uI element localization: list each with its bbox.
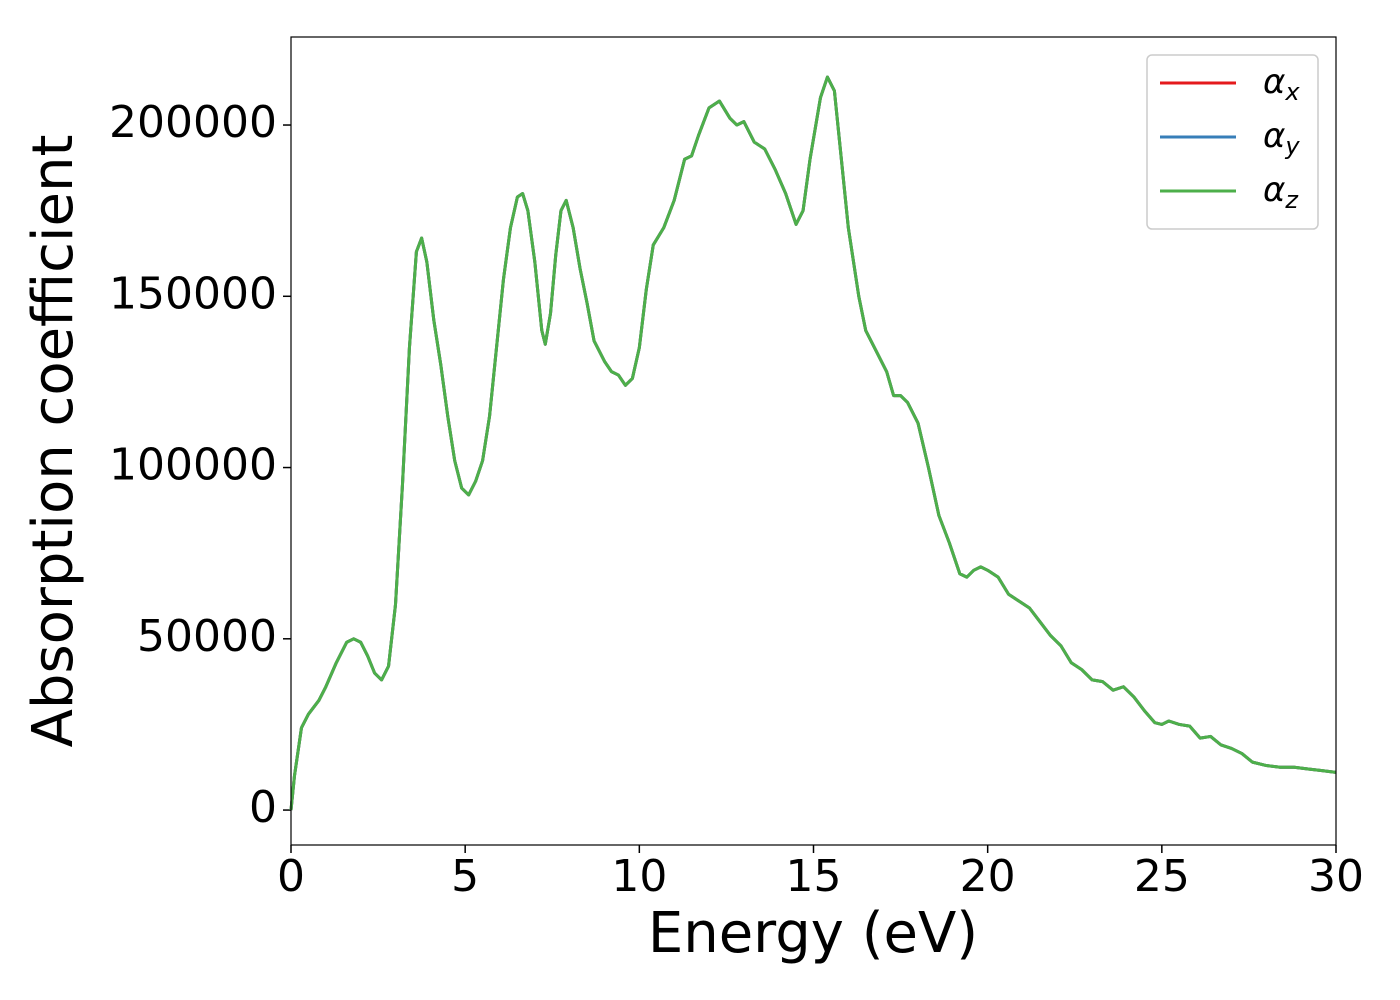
x-tick-label: 30 (1308, 851, 1364, 902)
legend-label: αz (1263, 170, 1299, 215)
x-tick-label: 0 (277, 851, 305, 902)
x-tick-label: 20 (960, 851, 1016, 902)
legend-box (1146, 54, 1319, 230)
y-tick-label: 0 (249, 782, 277, 833)
legend-label: αy (1263, 116, 1300, 161)
y-tick-label: 50000 (137, 611, 277, 662)
series-line (289, 75, 1337, 811)
x-tick-label: 5 (451, 851, 479, 902)
x-tick-label: 25 (1134, 851, 1190, 902)
x-axis-label: Energy (eV) (648, 901, 978, 966)
y-tick-label: 100000 (109, 440, 277, 491)
y-tick-label: 150000 (109, 268, 277, 319)
legend-label: αx (1263, 62, 1300, 107)
y-axis-label: Absorption coefficient (21, 135, 86, 748)
y-tick-label: 200000 (109, 97, 277, 148)
x-tick-label: 15 (786, 851, 842, 902)
x-tick-label: 10 (611, 851, 667, 902)
plot-frame (290, 36, 1337, 846)
